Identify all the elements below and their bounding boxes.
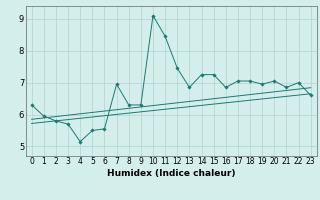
X-axis label: Humidex (Indice chaleur): Humidex (Indice chaleur) xyxy=(107,169,236,178)
